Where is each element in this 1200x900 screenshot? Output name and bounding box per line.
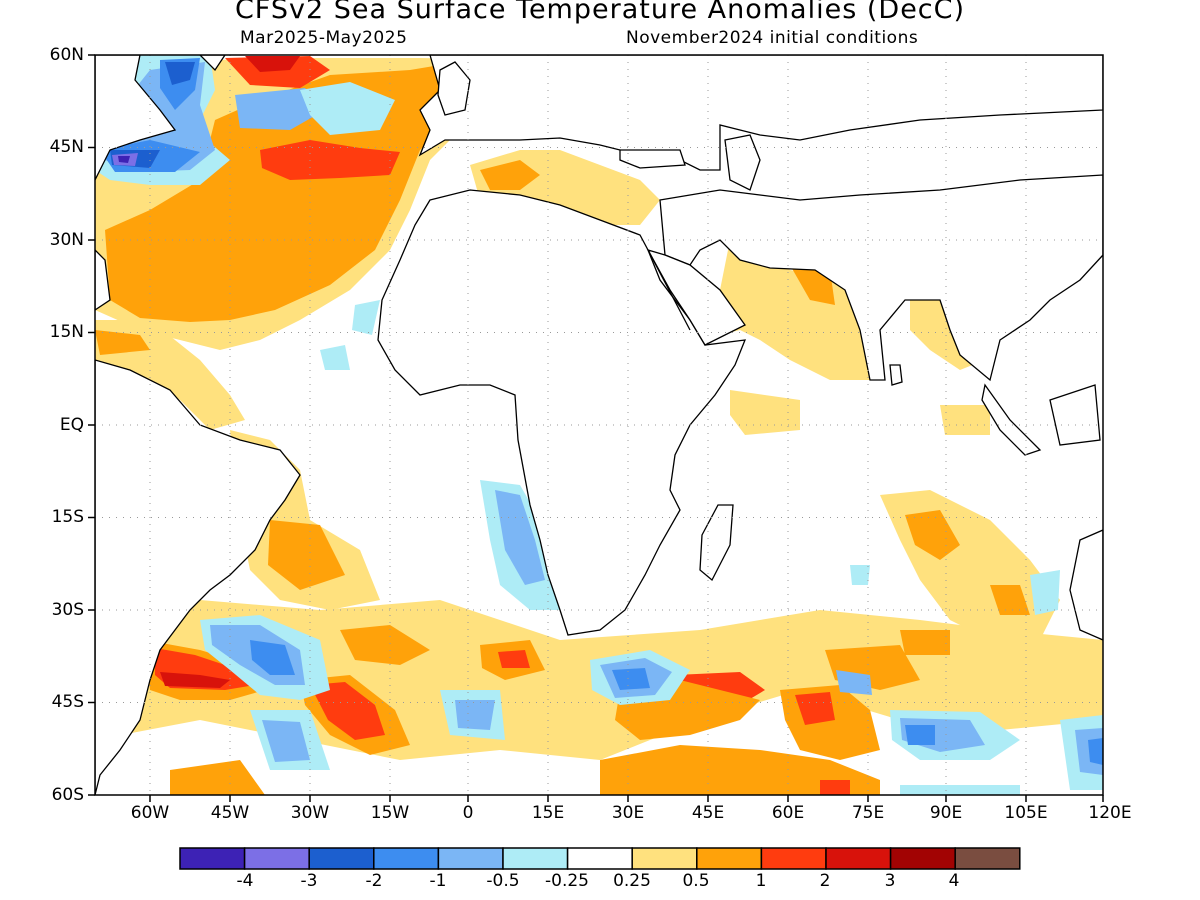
s-atlantic-orange bbox=[268, 520, 345, 590]
colorbar-label: -1 bbox=[429, 871, 447, 891]
colorbar-swatch bbox=[243, 847, 310, 870]
caspian-outline bbox=[724, 134, 761, 191]
map-title: CFSv2 Sea Surface Temperature Anomalies … bbox=[234, 0, 966, 25]
lon-label: 120E bbox=[1088, 803, 1132, 823]
lon-label: 30W bbox=[290, 803, 330, 823]
lat-label: 15N bbox=[49, 322, 84, 342]
s-america-outline bbox=[95, 359, 301, 795]
southern-red-2 bbox=[795, 692, 850, 795]
s-indian-orange bbox=[905, 510, 1030, 615]
colorbar-label: 0.5 bbox=[682, 871, 710, 891]
benguela-cold-blue bbox=[495, 490, 545, 585]
n-atlantic-cold-patch bbox=[235, 88, 325, 130]
colorbar bbox=[179, 847, 1021, 870]
n-atlantic-darkred-top bbox=[245, 56, 300, 72]
coastlines bbox=[95, 55, 1103, 795]
black-sea-outline bbox=[619, 149, 686, 169]
lon-label: 0 bbox=[462, 803, 474, 823]
southern-cold-3-blue bbox=[900, 718, 1103, 775]
lat-label: 60S bbox=[51, 785, 84, 805]
lon-label: 60E bbox=[771, 803, 805, 823]
lon-label: 45E bbox=[691, 803, 725, 823]
southern-orange-1 bbox=[340, 625, 950, 690]
colorbar-swatch bbox=[437, 847, 504, 870]
sri-lanka-outline bbox=[889, 364, 903, 386]
map-frame bbox=[94, 54, 1104, 796]
cold-coast-tropics bbox=[320, 300, 380, 370]
colorbar-label: 1 bbox=[755, 871, 767, 891]
south-atlantic-red-blob bbox=[310, 682, 385, 740]
southern-cold-1-mid bbox=[250, 640, 295, 675]
lon-label: 15E bbox=[531, 803, 565, 823]
argentine-darkred bbox=[160, 672, 230, 688]
colorbar-swatch bbox=[889, 847, 956, 870]
colorbar-label: -0.25 bbox=[545, 871, 589, 891]
initial-conditions: November2024 initial conditions bbox=[626, 28, 919, 48]
colorbar-swatch bbox=[179, 847, 246, 870]
n-atlantic-red-top bbox=[225, 56, 330, 88]
n-atlantic-cold-patch2 bbox=[300, 82, 395, 135]
greenland-fragment bbox=[199, 55, 226, 72]
n-america-outline bbox=[95, 55, 177, 311]
lat-label: 45S bbox=[51, 692, 84, 712]
colorbar-label: 0.25 bbox=[613, 871, 651, 891]
colorbar-swatch bbox=[696, 847, 763, 870]
sumatra-outline bbox=[981, 383, 1042, 456]
uk-outline bbox=[437, 61, 471, 116]
europe-outline bbox=[418, 55, 1103, 171]
colorbar-swatch bbox=[954, 847, 1021, 870]
colorbar-label: -4 bbox=[236, 871, 254, 891]
lat-label: 15S bbox=[51, 507, 84, 527]
colorbar-swatch bbox=[502, 847, 569, 870]
colorbar-label: 2 bbox=[819, 871, 831, 891]
forecast-period: Mar2025-May2025 bbox=[240, 28, 408, 48]
labrador-cold-mid bbox=[100, 58, 200, 172]
mid-southern-blue bbox=[836, 670, 872, 695]
colorbar-swatch bbox=[825, 847, 892, 870]
southern-cold-3-mid bbox=[905, 725, 1103, 765]
lon-label: 105E bbox=[1004, 803, 1048, 823]
s-indian-cold bbox=[850, 565, 1060, 615]
lon-label: 45W bbox=[210, 803, 250, 823]
caribbean-orange bbox=[95, 330, 150, 355]
asia-outline bbox=[659, 174, 1103, 382]
colorbar-swatch bbox=[760, 847, 827, 870]
lon-label: 30E bbox=[611, 803, 645, 823]
eq-indian-warm bbox=[730, 390, 990, 435]
axis-ticks bbox=[88, 54, 1104, 802]
red-sea-line bbox=[647, 249, 691, 331]
lon-label: 15W bbox=[370, 803, 410, 823]
lat-label: 45N bbox=[49, 137, 84, 157]
borneo-outline bbox=[1049, 384, 1101, 446]
lat-label: 60N bbox=[49, 45, 84, 65]
colorbar-swatch bbox=[566, 847, 633, 870]
colorbar-swatch bbox=[308, 847, 375, 870]
colorbar-label: 4 bbox=[948, 871, 960, 891]
colorbar-swatch bbox=[631, 847, 698, 870]
southern-cold-2-mid bbox=[612, 668, 650, 690]
lon-label: 75E bbox=[851, 803, 885, 823]
colorbar-label: -3 bbox=[300, 871, 318, 891]
lat-label: EQ bbox=[59, 415, 84, 435]
n-atlantic-red-area bbox=[260, 140, 400, 180]
lat-label: 30S bbox=[51, 600, 84, 620]
lat-label: 30N bbox=[49, 230, 84, 250]
lon-label: 90E bbox=[929, 803, 963, 823]
n-atlantic-orange-area bbox=[105, 58, 525, 322]
colorbar-label: -0.5 bbox=[486, 871, 520, 891]
madagascar-outline bbox=[699, 504, 734, 582]
graticule bbox=[95, 55, 1103, 795]
anomaly-field bbox=[95, 55, 1103, 795]
southern-orange-3 bbox=[170, 745, 880, 795]
arabia-outline bbox=[646, 248, 746, 346]
colorbar-swatch bbox=[373, 847, 440, 870]
colorbar-label: -2 bbox=[365, 871, 383, 891]
labrador-cold-violet bbox=[118, 156, 130, 163]
colorbar-label: 3 bbox=[884, 871, 896, 891]
arabian-sea-warm bbox=[690, 240, 880, 380]
lon-label: 60W bbox=[130, 803, 170, 823]
australia-fragment bbox=[1069, 529, 1103, 641]
